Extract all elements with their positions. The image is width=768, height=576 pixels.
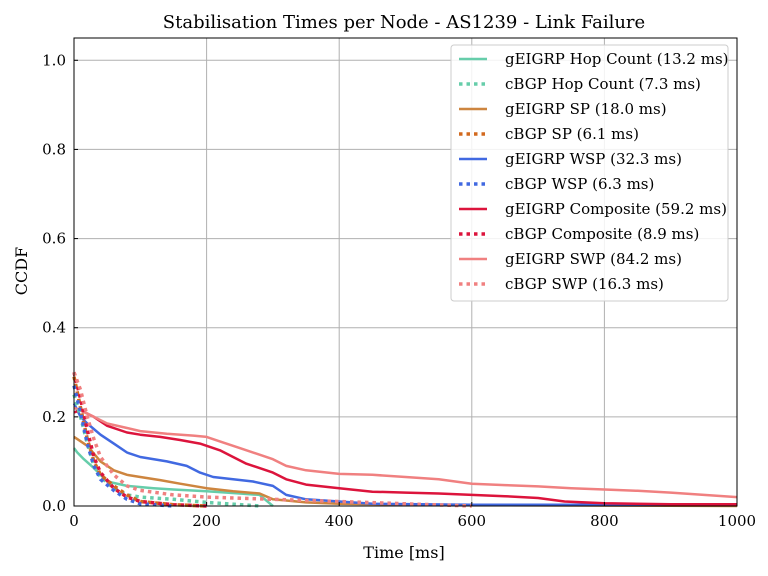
legend-label: gEIGRP SWP (84.2 ms) (505, 250, 682, 268)
series-line-5 (72, 385, 174, 508)
series-line-8 (73, 406, 738, 499)
legend-label: cBGP WSP (6.3 ms) (505, 175, 654, 193)
series-line-4 (72, 402, 737, 506)
legend-label: gEIGRP SP (18.0 ms) (505, 100, 667, 118)
y-tick-label: 1.0 (42, 51, 66, 69)
legend-label: cBGP Composite (8.9 ms) (505, 225, 699, 243)
x-tick-label: 600 (457, 512, 486, 530)
y-tick-label: 0.0 (42, 497, 66, 515)
axis-ticks: 0 200 400 600 800 1000 0.0 0.2 0.4 0.6 0.8 1.0 (42, 51, 756, 530)
series-line-2 (73, 435, 738, 508)
y-tick-label: 0.4 (42, 319, 66, 337)
x-axis-title: Time [ms] (363, 543, 444, 562)
legend-label: gEIGRP WSP (32.3 ms) (505, 150, 682, 168)
legend: gEIGRP Hop Count (13.2 ms) cBGP Hop Count… (450, 44, 729, 302)
y-tick-label: 0.2 (42, 408, 66, 426)
legend-label: cBGP SP (6.1 ms) (505, 125, 639, 143)
series-line-0 (73, 447, 274, 507)
x-tick-label: 400 (325, 512, 354, 530)
x-tick-label: 0 (69, 512, 79, 530)
chart-title: Stabilisation Times per Node - AS1239 - … (163, 12, 645, 33)
legend-label: gEIGRP Composite (59.2 ms) (505, 200, 727, 218)
y-tick-label: 0.6 (42, 230, 66, 248)
series-line-7 (72, 371, 207, 508)
legend-label: cBGP Hop Count (7.3 ms) (505, 75, 701, 93)
plot-frame (73, 37, 738, 507)
y-axis-title: CCDF (12, 247, 31, 295)
legend-label: cBGP SWP (16.3 ms) (505, 275, 664, 293)
legend-box (450, 44, 729, 302)
x-tick-label: 200 (192, 512, 221, 530)
y-tick-label: 0.8 (42, 140, 66, 158)
legend-label: gEIGRP Hop Count (13.2 ms) (505, 50, 729, 68)
series-line-6 (73, 408, 737, 506)
x-tick-label: 800 (590, 512, 619, 530)
series-layer (72, 371, 738, 508)
series-line-9 (72, 371, 472, 508)
x-tick-label: 1000 (718, 512, 756, 530)
